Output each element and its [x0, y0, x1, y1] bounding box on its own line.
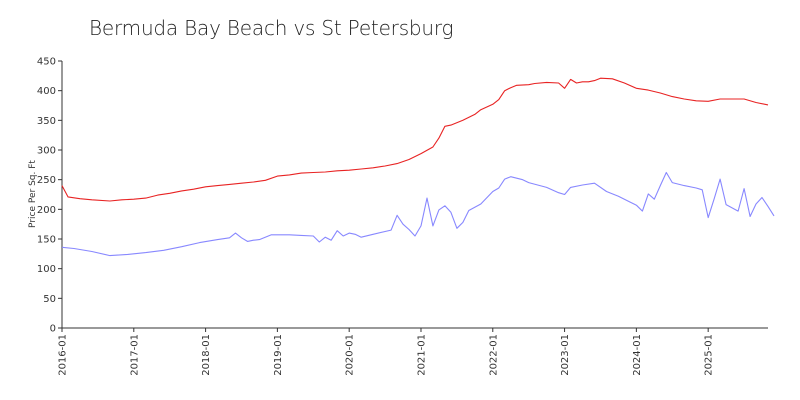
x-tick-label: 2025-01 — [704, 334, 715, 376]
y-tick-label: 0 — [50, 324, 56, 335]
chart-title: Bermuda Bay Beach vs St Petersburg — [89, 16, 454, 40]
y-axis-label: Price Per Sq. Ft — [28, 160, 38, 228]
y-tick-label: 50 — [43, 294, 56, 305]
y-tick-label: 100 — [37, 264, 56, 275]
series-line-1 — [61, 77, 769, 202]
series-line-2 — [61, 171, 775, 257]
y-tick-label: 400 — [37, 86, 56, 97]
x-tick-label: 2023-01 — [560, 334, 571, 376]
x-tick-label: 2024-01 — [632, 334, 643, 376]
y-tick-label: 350 — [37, 116, 56, 127]
y-tick-label: 150 — [37, 235, 56, 246]
y-tick-label: 200 — [37, 205, 56, 216]
x-tick-label: 2020-01 — [345, 334, 356, 376]
x-tick-label: 2019-01 — [273, 334, 284, 376]
x-tick-label: 2022-01 — [488, 334, 499, 376]
y-tick-label: 300 — [37, 146, 56, 157]
y-tick-label: 250 — [37, 175, 56, 186]
x-tick-label: 2016-01 — [58, 334, 69, 376]
x-tick-label: 2021-01 — [416, 334, 427, 376]
x-tick-label: 2017-01 — [129, 334, 140, 376]
y-tick-label: 450 — [37, 57, 56, 68]
x-tick-label: 2018-01 — [201, 334, 212, 376]
